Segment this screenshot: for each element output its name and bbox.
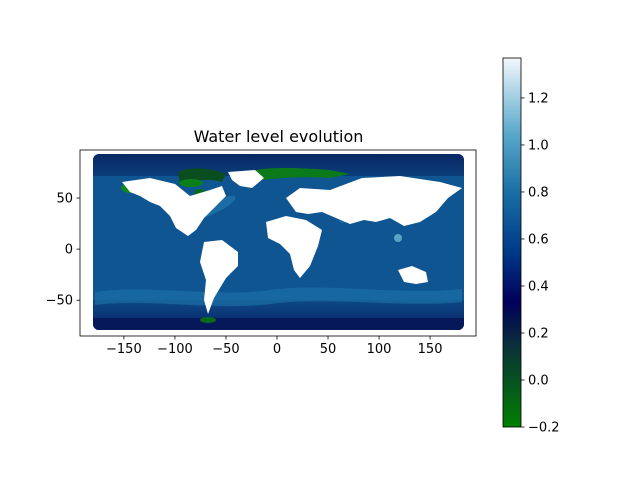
plot-frame [79, 149, 477, 337]
colorbar-frame [502, 57, 522, 428]
land-south-america [200, 240, 238, 314]
land-north-america [122, 178, 226, 236]
x-tick-label: −100 [157, 342, 193, 357]
land-greenland [228, 170, 264, 188]
y-tick-label: 0 [65, 243, 73, 258]
hudson-bay-low [179, 179, 203, 187]
colorbar: −0.2 0.0 0.2 0.4 0.6 0.8 1.0 1.2 [502, 57, 560, 436]
colorbar-tick-label: 0.8 [528, 185, 549, 200]
colorbar-fill [503, 58, 521, 427]
colorbar-tick-label: 1.0 [528, 138, 549, 153]
colorbar-tick-label: 1.2 [528, 91, 549, 106]
chart-title: Water level evolution [194, 127, 364, 146]
land-masses [122, 170, 462, 314]
x-tick-label: 0 [273, 342, 281, 357]
x-tick-label: −150 [106, 342, 142, 357]
colorbar-tick-label: 0.2 [528, 326, 549, 341]
x-tick-label: 150 [418, 342, 443, 357]
low-water-patches [121, 168, 350, 323]
colorbar-axis: −0.2 0.0 0.2 0.4 0.6 0.8 1.0 1.2 [521, 91, 560, 436]
x-tick-label: −50 [212, 342, 239, 357]
colorbar-tick-label: 0.6 [528, 232, 549, 247]
x-tick-label: 50 [320, 342, 337, 357]
mid-latitude-swirl [95, 287, 462, 307]
land-eurasia [286, 176, 462, 226]
y-tick-label: −50 [46, 294, 73, 309]
x-tick-label: 100 [367, 342, 392, 357]
land-australia [398, 266, 428, 284]
colorbar-tick-label: 0.4 [528, 279, 549, 294]
colorbar-tick-label: 0.0 [528, 373, 549, 388]
southern-edge-band [93, 318, 464, 330]
siberian-coastal-low [248, 168, 350, 182]
antarctic-peninsula-low [200, 317, 216, 323]
colorbar-tick-label: −0.2 [528, 421, 560, 436]
land-africa [266, 216, 322, 278]
x-axis: −150 −100 −50 0 50 100 150 [106, 336, 442, 357]
y-axis: −50 0 50 [46, 192, 80, 309]
plot-area: −150 −100 −50 0 50 100 150 −50 0 50 [46, 149, 477, 357]
indo-pacific-spot [394, 234, 402, 242]
y-tick-label: 50 [56, 192, 73, 207]
